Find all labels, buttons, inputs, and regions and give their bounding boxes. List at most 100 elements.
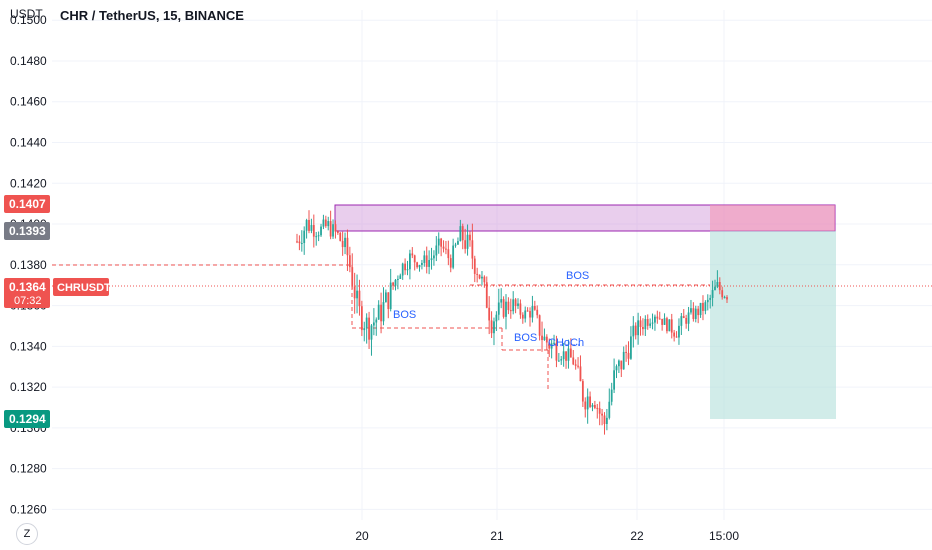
candle-body [433, 255, 435, 259]
timezone-button[interactable]: Z [16, 523, 38, 545]
candle-body [500, 299, 503, 303]
annotation-bos-3: BOS [566, 270, 589, 282]
candle-body [464, 240, 467, 249]
candle-body [579, 366, 582, 382]
candle-body [651, 322, 654, 324]
candle-body [531, 306, 534, 318]
candle-body [517, 303, 519, 307]
candle-body [322, 219, 325, 227]
candle-body [298, 241, 301, 244]
candle-body [548, 342, 551, 349]
candle-body [360, 306, 363, 331]
candle-body [327, 221, 330, 227]
candle-body [613, 370, 615, 390]
candle-body [529, 311, 531, 318]
candle-body [572, 357, 575, 365]
candle-body [620, 360, 623, 370]
candle-body [493, 321, 495, 334]
candle-body [591, 404, 594, 407]
candle-body [622, 351, 625, 370]
candle-body [721, 290, 724, 298]
candle-body [560, 359, 563, 361]
candle-body [586, 396, 589, 410]
annotation-bos-1: BOS [393, 309, 416, 321]
candle-body [596, 407, 599, 409]
candle-body [555, 342, 558, 361]
candle-body [469, 234, 471, 241]
candles-group[interactable] [296, 210, 728, 435]
candle-body [567, 348, 570, 361]
x-tick-label: 15:00 [709, 529, 739, 543]
candle-body [481, 276, 483, 279]
candle-body [615, 366, 618, 371]
candle-body [401, 263, 404, 276]
candle-body [692, 308, 695, 319]
symbol-title[interactable]: CHR / TetherUS, 15, BINANCE [60, 8, 244, 23]
y-tick-label: 0.1460 [10, 95, 47, 109]
candle-body [461, 226, 464, 241]
candle-body [536, 309, 539, 316]
candle-body [601, 413, 603, 416]
candle-body [709, 297, 712, 300]
currency-label: USDT [10, 7, 43, 21]
candle-body [497, 302, 500, 315]
candle-body [565, 351, 567, 361]
candle-body [514, 299, 517, 307]
grid-lines [52, 10, 932, 520]
candle-body [409, 253, 411, 270]
candle-body [509, 310, 512, 312]
candle-body [346, 237, 349, 256]
candle-body [382, 302, 385, 322]
candle-body [605, 417, 608, 425]
annotation-choch: CHoCh [548, 337, 584, 349]
candle-body [459, 226, 462, 242]
candle-body [598, 408, 601, 414]
y-tick-label: 0.1320 [10, 380, 47, 394]
target-zone[interactable] [710, 231, 836, 419]
candle-body [685, 317, 688, 324]
candle-body [404, 263, 407, 271]
candle-body [608, 401, 611, 418]
candle-body [308, 220, 310, 231]
candle-body [668, 319, 671, 332]
y-tick-label: 0.1380 [10, 258, 47, 272]
candle-body [442, 246, 445, 249]
time-axis[interactable]: 20 21 22 15:00 [355, 529, 739, 543]
annotation-bos-2: BOS [514, 332, 537, 344]
price-axis[interactable]: 0.15000.14800.14600.14400.14200.14000.13… [10, 13, 47, 516]
last-price-badge: 0.1364 07:32 [4, 278, 50, 308]
candle-body [303, 230, 306, 244]
candle-body [543, 336, 546, 341]
candle-body [348, 255, 351, 268]
candle-body [654, 316, 656, 323]
candle-body [627, 352, 630, 359]
candle-body [593, 404, 596, 408]
candle-body [447, 249, 450, 259]
candle-body [418, 265, 421, 268]
upper-price-value: 0.1407 [9, 197, 46, 211]
stop-zone[interactable] [710, 205, 835, 231]
candle-body [334, 224, 337, 232]
candle-body [473, 258, 476, 274]
candle-body [336, 231, 339, 233]
candle-body [723, 297, 726, 299]
candle-body [678, 325, 680, 338]
candle-body [358, 290, 361, 307]
candle-body [452, 245, 455, 268]
candle-body [425, 255, 428, 267]
candle-body [670, 319, 673, 333]
y-tick-label: 0.1480 [10, 54, 47, 68]
candle-body [312, 225, 315, 237]
candle-body [521, 314, 524, 319]
candle-body [339, 232, 342, 241]
candle-body [538, 315, 541, 336]
candle-body [706, 299, 709, 303]
candle-body [483, 276, 486, 283]
y-tick-label: 0.1280 [10, 462, 47, 476]
candle-body [550, 343, 553, 349]
candle-body [589, 396, 591, 407]
y-tick-label: 0.1440 [10, 136, 47, 150]
candle-body [454, 244, 457, 246]
candle-body [632, 325, 635, 337]
